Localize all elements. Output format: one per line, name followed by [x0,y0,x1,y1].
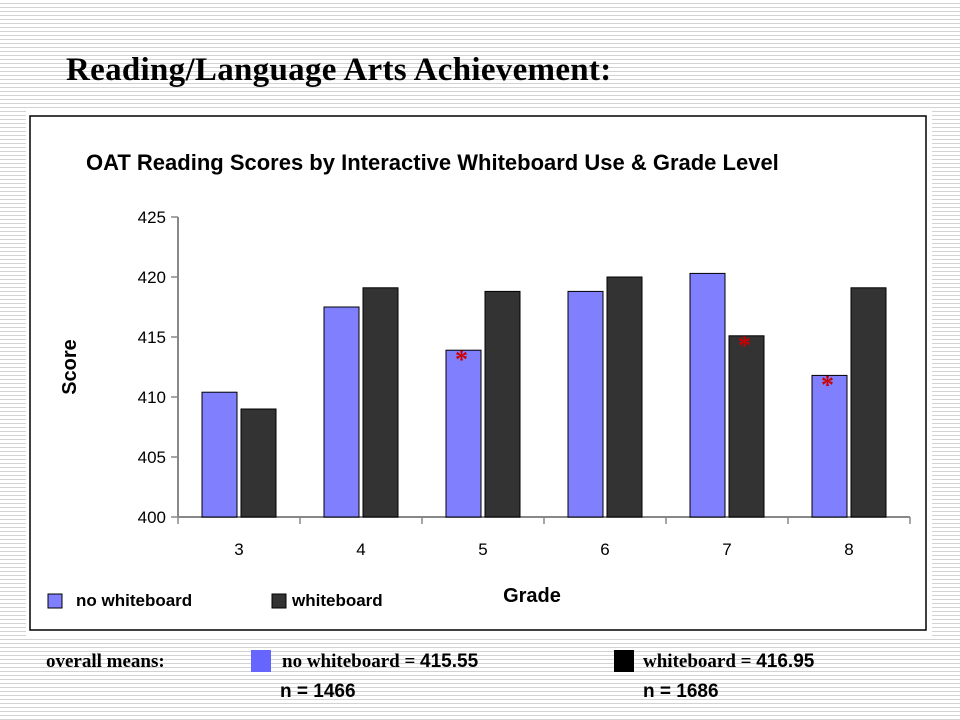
bars [201,272,887,518]
bar-whiteboard-grade-5 [484,290,521,518]
significance-marks: * * * [455,331,834,400]
bar-chart: OAT Reading Scores by Interactive Whiteb… [29,115,927,631]
significance-mark: * [738,331,751,360]
x-tick-label: 8 [844,540,853,559]
bar-no-whiteboard-grade-8 [811,374,848,518]
y-tick-label: 415 [138,328,166,347]
y-axis: 400 405 410 415 420 425 [138,208,179,527]
x-tick-label: 7 [722,540,731,559]
no-whiteboard-mean-value: 415.55 [420,651,479,672]
bar-whiteboard-grade-7 [728,335,765,518]
x-tick-label: 6 [600,540,609,559]
x-axis: 3 4 5 6 7 8 [177,516,911,559]
y-tick-label: 425 [138,208,166,227]
y-tick-label: 405 [138,448,166,467]
slide-title: Reading/Language Arts Achievement: [66,52,612,88]
whiteboard-mean: whiteboard = 416.95 [643,651,814,673]
chart-frame: OAT Reading Scores by Interactive Whiteb… [26,110,932,636]
whiteboard-n: n = 1686 [643,681,719,702]
x-tick-label: 4 [356,540,365,559]
legend-swatch-whiteboard [271,593,287,609]
bar-no-whiteboard-grade-7 [689,272,726,518]
y-tick-label: 420 [138,268,166,287]
chart-title: OAT Reading Scores by Interactive Whiteb… [86,150,779,175]
x-tick-label: 5 [478,540,487,559]
significance-mark: * [821,370,834,399]
legend: no whiteboard whiteboard [47,591,383,610]
bar-no-whiteboard-grade-3 [201,391,238,518]
whiteboard-mean-value: 416.95 [756,651,815,672]
bar-no-whiteboard-grade-6 [567,290,604,518]
overall-means-label: overall means: [46,651,165,672]
y-tick-label: 410 [138,388,166,407]
legend-label-no-whiteboard: no whiteboard [76,591,192,610]
significance-mark: * [455,345,468,374]
no-whiteboard-swatch [251,650,271,672]
overall-means: overall means: no whiteboard = 415.55 n … [0,648,960,708]
bar-whiteboard-grade-3 [240,408,277,518]
no-whiteboard-mean-label: no whiteboard = [282,651,421,672]
bar-whiteboard-grade-8 [850,287,887,518]
bar-whiteboard-grade-6 [606,276,643,518]
no-whiteboard-mean: no whiteboard = 415.55 [282,651,478,673]
legend-swatch-no-whiteboard [47,593,63,609]
whiteboard-mean-label: whiteboard = [643,651,757,672]
legend-label-whiteboard: whiteboard [291,591,383,610]
bar-no-whiteboard-grade-5 [445,349,482,518]
bar-no-whiteboard-grade-4 [323,306,360,518]
whiteboard-swatch [614,650,634,672]
no-whiteboard-n: n = 1466 [280,681,356,702]
x-axis-title: Grade [503,585,561,607]
y-tick-label: 400 [138,508,166,527]
x-tick-label: 3 [234,540,243,559]
y-axis-title: Score [59,339,81,395]
bar-whiteboard-grade-4 [362,287,399,518]
